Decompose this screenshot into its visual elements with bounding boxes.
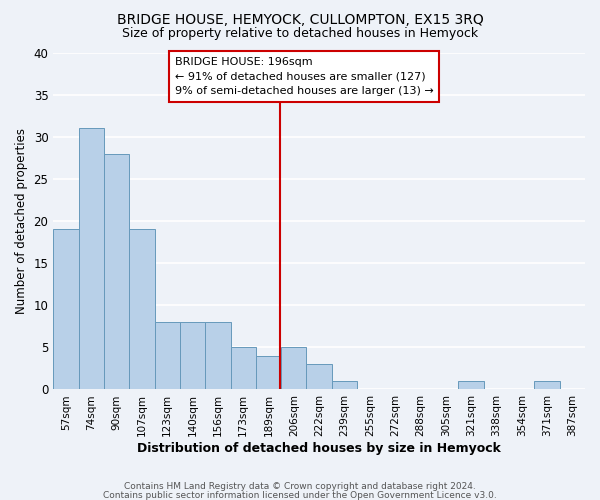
Bar <box>281 348 307 390</box>
Y-axis label: Number of detached properties: Number of detached properties <box>15 128 28 314</box>
Bar <box>535 381 560 390</box>
Bar <box>129 230 155 390</box>
Bar <box>180 322 205 390</box>
Bar <box>53 230 79 390</box>
Bar <box>79 128 104 390</box>
Bar <box>458 381 484 390</box>
Text: Size of property relative to detached houses in Hemyock: Size of property relative to detached ho… <box>122 28 478 40</box>
Bar <box>332 381 357 390</box>
Text: Contains HM Land Registry data © Crown copyright and database right 2024.: Contains HM Land Registry data © Crown c… <box>124 482 476 491</box>
Bar <box>307 364 332 390</box>
Bar <box>205 322 230 390</box>
Bar <box>104 154 129 390</box>
Text: BRIDGE HOUSE: 196sqm
← 91% of detached houses are smaller (127)
9% of semi-detac: BRIDGE HOUSE: 196sqm ← 91% of detached h… <box>175 56 434 96</box>
Text: BRIDGE HOUSE, HEMYOCK, CULLOMPTON, EX15 3RQ: BRIDGE HOUSE, HEMYOCK, CULLOMPTON, EX15 … <box>116 12 484 26</box>
Text: Contains public sector information licensed under the Open Government Licence v3: Contains public sector information licen… <box>103 490 497 500</box>
Bar <box>230 348 256 390</box>
Bar <box>155 322 180 390</box>
X-axis label: Distribution of detached houses by size in Hemyock: Distribution of detached houses by size … <box>137 442 501 455</box>
Bar <box>256 356 281 390</box>
